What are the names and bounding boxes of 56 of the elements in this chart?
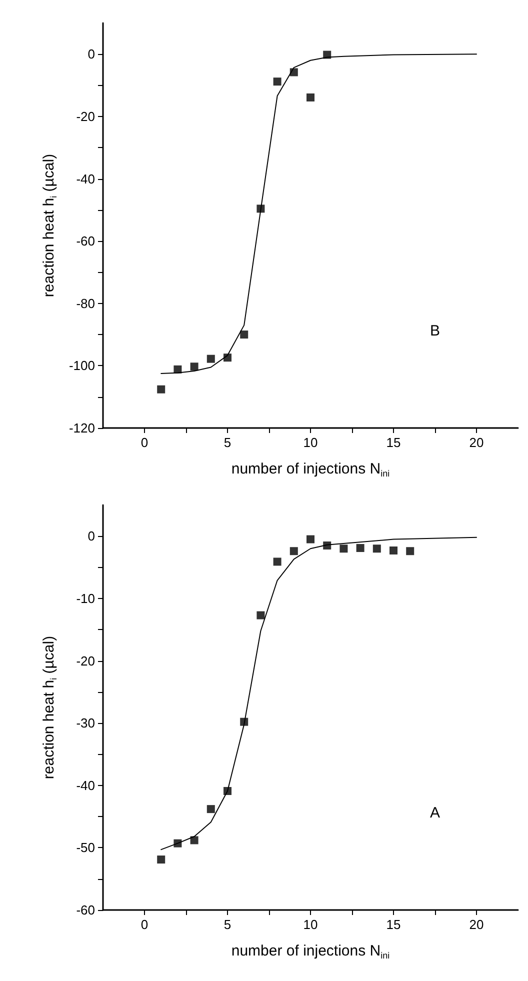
point [306, 535, 314, 544]
point [174, 365, 182, 374]
point [323, 50, 332, 59]
point [406, 547, 414, 556]
y-tick-label: -40 [76, 778, 95, 793]
point [290, 547, 298, 556]
y-tick-label: -30 [76, 716, 95, 731]
x-tick-label: 10 [303, 917, 318, 932]
y-tick-label: -60 [76, 234, 95, 249]
y-tick-label: 0 [88, 46, 95, 62]
y-tick-label: -60 [76, 902, 95, 918]
point [306, 93, 314, 102]
y-tick-label: -120 [68, 420, 95, 436]
x-tick-label: 0 [140, 435, 148, 450]
x-tick-label: 0 [140, 917, 148, 932]
point [206, 805, 215, 814]
point [206, 354, 215, 363]
y-tick-label: -80 [76, 296, 95, 311]
y-axis-title: reaction heat hi (µcal) [40, 636, 58, 780]
point [290, 68, 298, 76]
x-tick-label: 10 [303, 435, 318, 450]
point [256, 204, 265, 213]
point [174, 839, 182, 848]
point [256, 611, 265, 620]
annotation: B [430, 322, 440, 340]
point [323, 542, 332, 550]
x-tick-label: 20 [469, 917, 484, 932]
x-tick-label: 15 [386, 435, 401, 450]
x-tick-label: 15 [386, 917, 401, 932]
point [390, 546, 398, 554]
point [157, 856, 166, 864]
point [157, 385, 166, 394]
point [190, 362, 198, 371]
y-tick-label: -20 [76, 108, 95, 124]
point [240, 718, 248, 726]
x-tick-label: 5 [224, 917, 232, 932]
point [190, 836, 198, 844]
y-tick-label: -10 [76, 590, 95, 606]
point [224, 786, 232, 795]
point [240, 330, 248, 339]
x-tick-label: 20 [469, 435, 484, 450]
y-tick-label: 0 [88, 528, 95, 544]
point [273, 78, 282, 86]
x-tick-label: 5 [224, 435, 232, 450]
y-axis-title: reaction heat hi (µcal) [40, 154, 58, 298]
y-tick-label: -40 [76, 171, 95, 186]
point [372, 544, 381, 553]
y-tick-label: -20 [76, 653, 95, 668]
point [340, 544, 348, 553]
annotation: A [430, 804, 440, 822]
point [356, 544, 364, 552]
y-tick-label: -100 [68, 358, 95, 374]
y-tick-label: -50 [76, 840, 95, 856]
line-series [160, 536, 477, 850]
point [273, 558, 282, 566]
point [224, 354, 232, 362]
